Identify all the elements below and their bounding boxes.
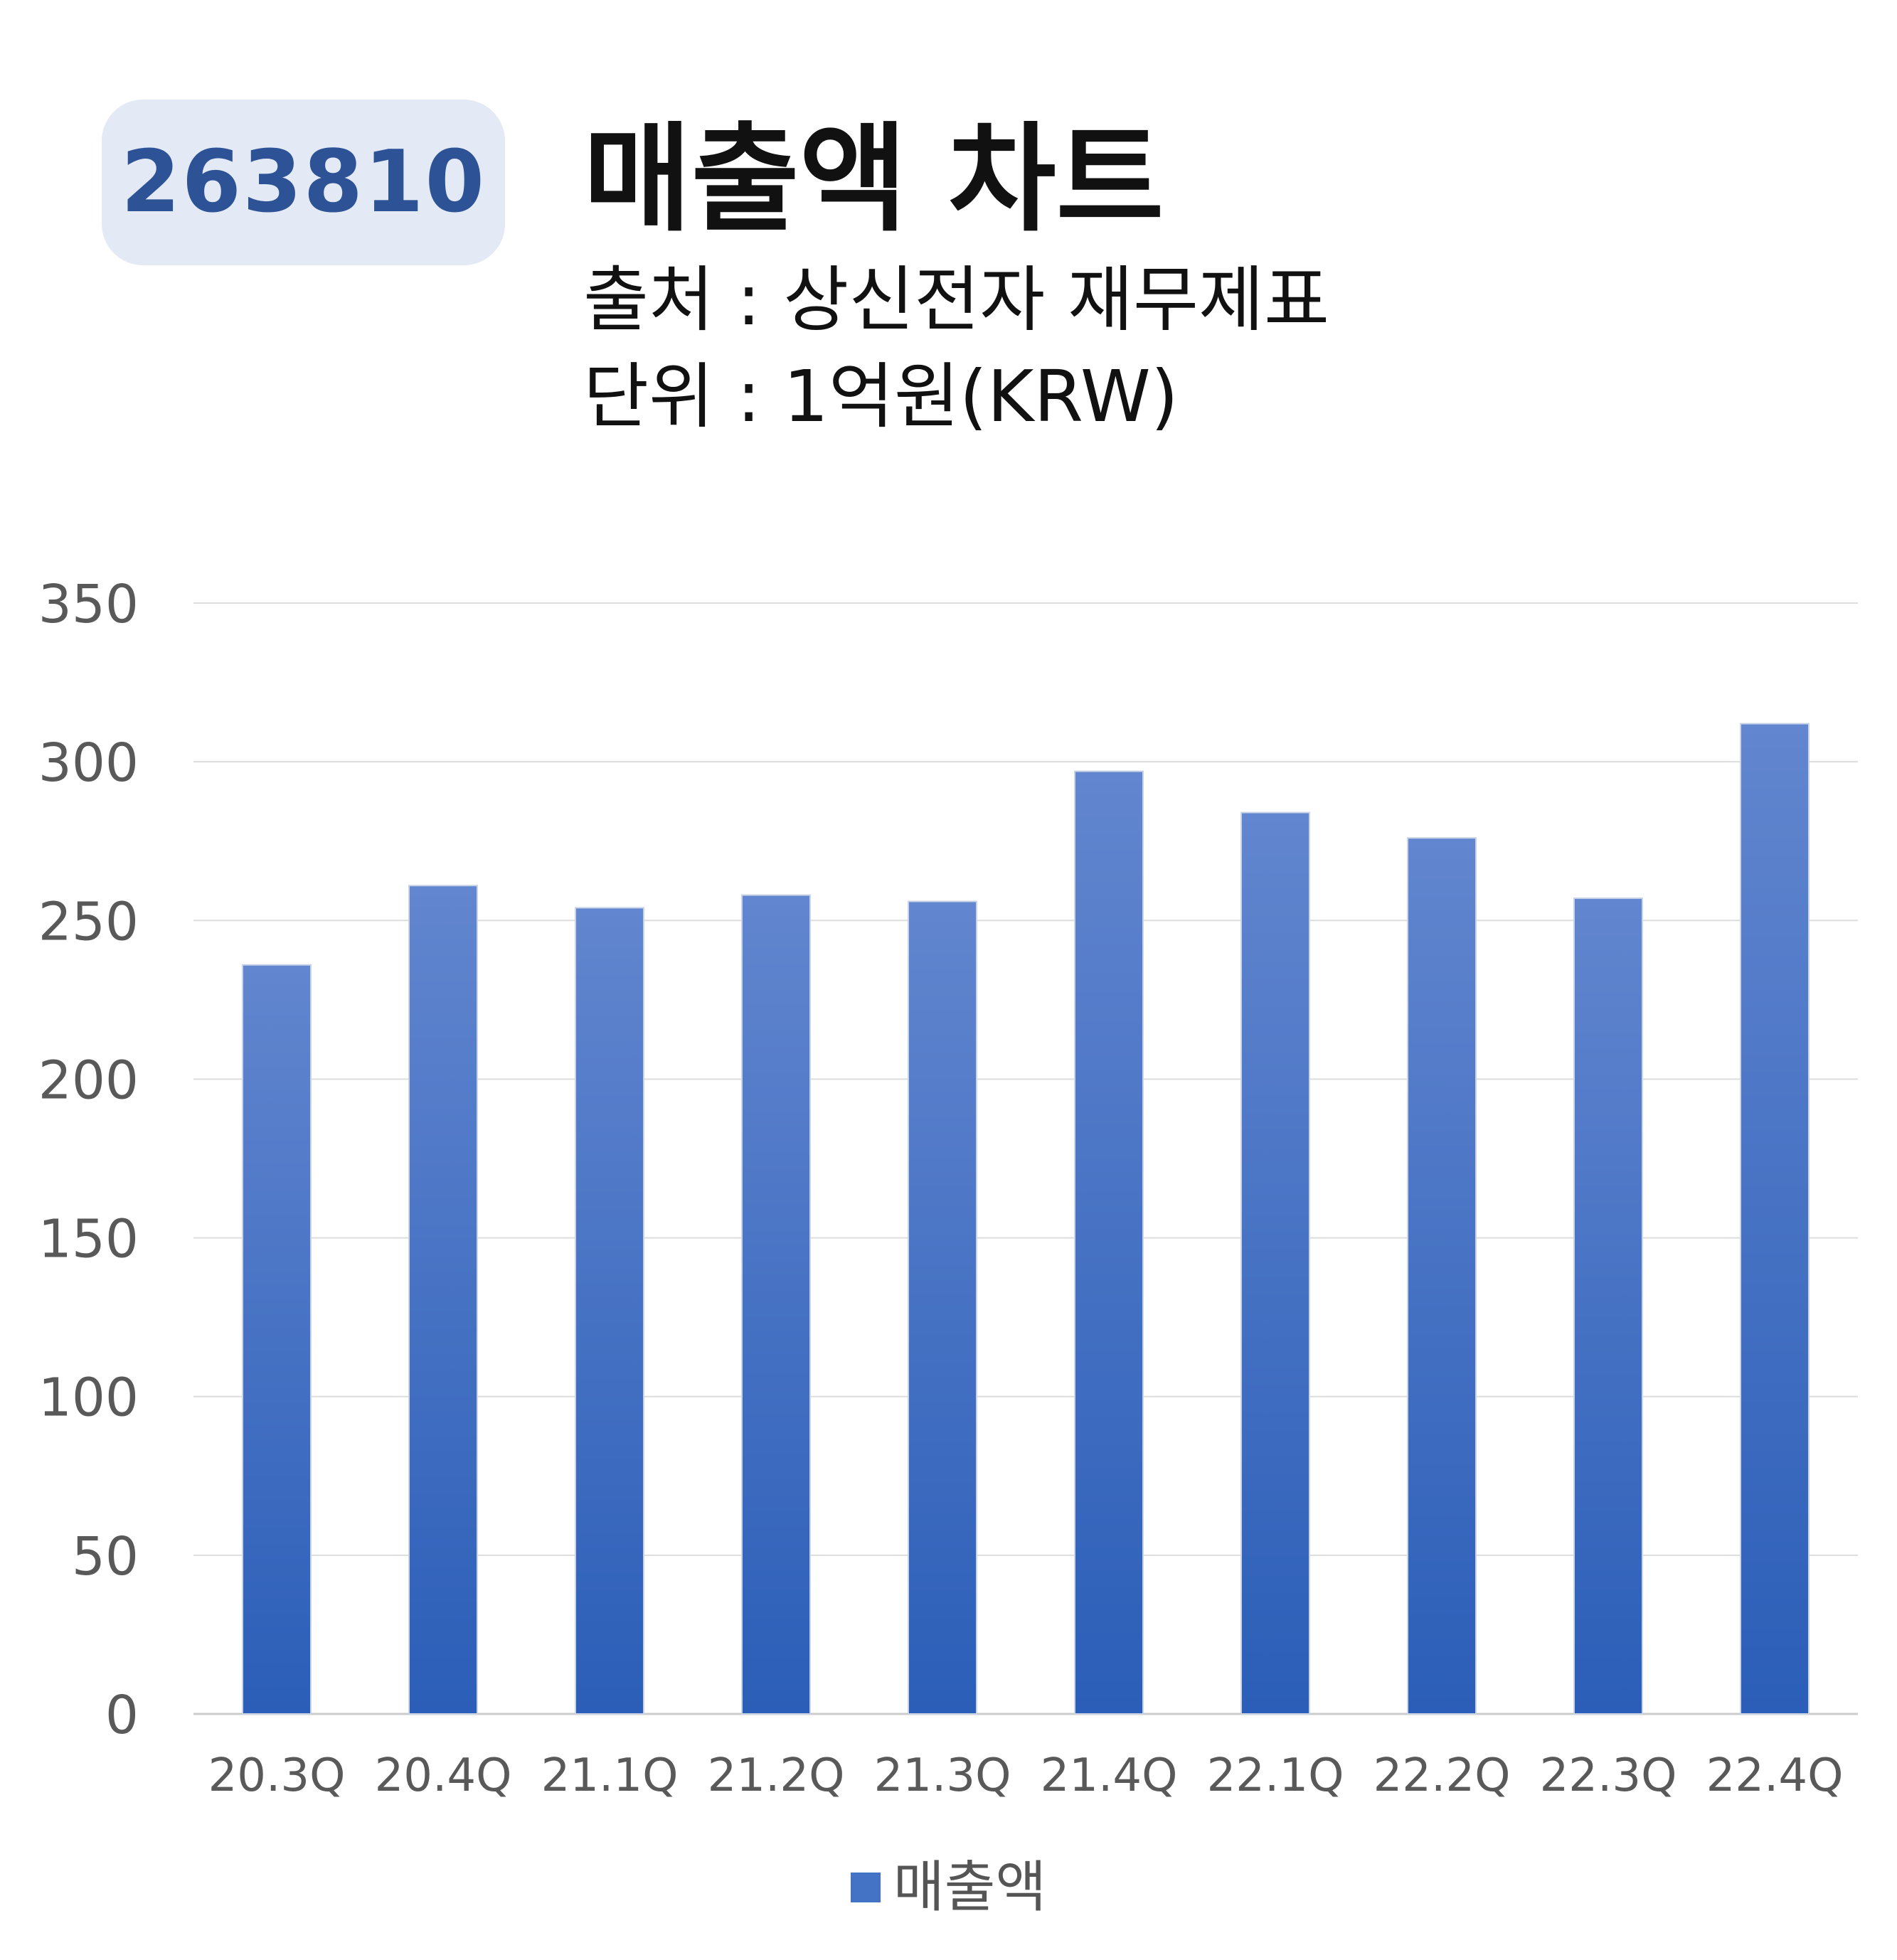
- y-tick-label: 300: [38, 733, 139, 794]
- x-tick-label: 21.1Q: [541, 1749, 679, 1802]
- x-tick-label: 22.2Q: [1373, 1749, 1511, 1802]
- bar-20.3Q: [242, 964, 312, 1715]
- bar-22.2Q: [1407, 837, 1477, 1715]
- bar-21.3Q: [908, 900, 977, 1715]
- x-tick-label: 21.2Q: [708, 1749, 845, 1802]
- bar-21.2Q: [741, 894, 811, 1715]
- x-tick-label: 21.3Q: [874, 1749, 1011, 1802]
- bars: [242, 723, 1810, 1715]
- y-tick-label: 250: [38, 891, 139, 952]
- bar-21.4Q: [1074, 770, 1144, 1715]
- stock-code: 263810: [121, 133, 486, 232]
- chart-source: 출처 : 상신전자 재무제표: [583, 258, 1330, 341]
- bar-22.4Q: [1740, 723, 1810, 1715]
- x-tick-label: 20.3Q: [208, 1749, 346, 1802]
- chart-unit: 단위 : 1억원(KRW): [583, 355, 1179, 438]
- chart-title: 매출액 차트: [583, 111, 1164, 247]
- bar-22.1Q: [1240, 811, 1310, 1715]
- x-tick-label: 22.4Q: [1706, 1749, 1844, 1802]
- x-tick-label: 22.3Q: [1540, 1749, 1677, 1802]
- chart-legend: 매출액: [0, 1860, 1897, 1915]
- x-tick-label: 20.4Q: [375, 1749, 512, 1802]
- y-axis-ticks: 0 50 100 150 200 250 300 350: [38, 574, 139, 1746]
- bar-21.1Q: [575, 907, 644, 1715]
- x-axis-ticks: 20.3Q 20.4Q 21.1Q 21.2Q 21.3Q 21.4Q 22.1Q 22.2Q…: [208, 1749, 1844, 1802]
- x-tick-label: 21.4Q: [1041, 1749, 1178, 1802]
- y-tick-label: 100: [38, 1368, 139, 1429]
- legend-swatch: [850, 1873, 881, 1902]
- x-tick-label: 22.1Q: [1207, 1749, 1344, 1802]
- y-tick-label: 0: [105, 1685, 139, 1746]
- bar-20.4Q: [408, 885, 478, 1715]
- bar-22.3Q: [1573, 898, 1643, 1715]
- stock-code-badge: 263810: [102, 100, 505, 265]
- y-tick-label: 50: [72, 1526, 139, 1587]
- y-tick-label: 200: [38, 1050, 139, 1111]
- y-tick-label: 150: [38, 1209, 139, 1270]
- legend-label: 매출액: [893, 1855, 1047, 1919]
- y-tick-label: 350: [38, 574, 139, 635]
